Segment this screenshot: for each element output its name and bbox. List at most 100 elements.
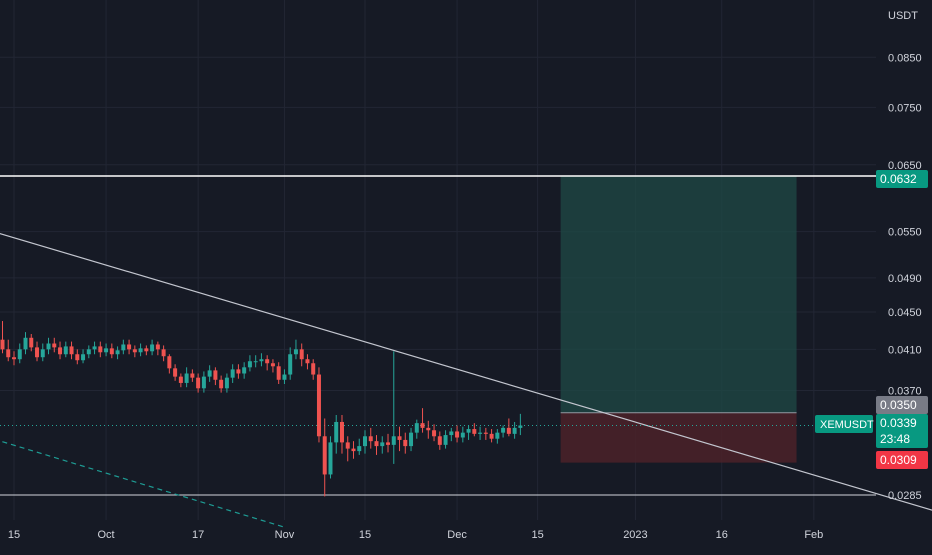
- time-tick-label: Nov: [275, 529, 295, 541]
- dashed-channel-line[interactable]: [0, 421, 285, 528]
- candle: [138, 343, 143, 357]
- profit-zone[interactable]: [560, 176, 797, 413]
- candle-body: [253, 361, 258, 363]
- candle-body: [92, 346, 97, 350]
- candle: [46, 337, 51, 355]
- candle-body: [276, 366, 281, 380]
- candle-body: [196, 377, 201, 389]
- candle-body: [161, 349, 166, 357]
- stop-badge: 0.0309: [876, 451, 928, 469]
- candle: [0, 321, 5, 354]
- candle: [345, 436, 350, 462]
- candle-body: [374, 441, 379, 447]
- candle-body: [449, 431, 454, 436]
- candle-body: [17, 349, 22, 360]
- candle: [86, 345, 91, 359]
- candle-body: [472, 429, 477, 434]
- loss-zone[interactable]: [560, 412, 797, 463]
- candle: [316, 367, 321, 443]
- candle-body: [386, 442, 391, 445]
- drawings[interactable]: [0, 175, 932, 528]
- candle: [397, 426, 402, 452]
- candle-body: [173, 368, 178, 377]
- candle-body: [52, 343, 57, 348]
- candle-body: [224, 377, 229, 389]
- candle-body: [501, 427, 506, 433]
- candle: [259, 353, 264, 367]
- last-price-badge: 0.0339 23:48: [876, 414, 928, 448]
- candle: [150, 339, 155, 356]
- candle-body: [339, 421, 344, 443]
- candle: [23, 332, 28, 355]
- candle-body: [489, 433, 494, 439]
- candle: [132, 345, 137, 358]
- candle-body: [363, 436, 367, 447]
- svg-text:23:48: 23:48: [880, 432, 910, 446]
- candle-body: [150, 344, 155, 352]
- candle: [109, 343, 114, 359]
- candle: [449, 427, 454, 442]
- candle-body: [391, 436, 396, 445]
- time-axis[interactable]: 15 Oct 17 Nov 15 Dec 15 2023 16 Feb: [8, 529, 823, 541]
- entry-badge: 0.0350: [876, 396, 928, 414]
- price-tick-label: 0.0370: [888, 385, 922, 397]
- svg-text:XEMUSDT: XEMUSDT: [820, 419, 874, 431]
- candle-body: [368, 436, 373, 442]
- candle: [334, 415, 339, 454]
- candle: [155, 341, 160, 356]
- price-tick-label: 0.0750: [888, 102, 922, 114]
- price-tick-label: 0.0450: [888, 307, 922, 319]
- candle: [29, 333, 34, 352]
- svg-text:0.0350: 0.0350: [880, 398, 917, 412]
- candle: [35, 341, 40, 362]
- candle: [265, 355, 270, 371]
- candle: [403, 432, 408, 454]
- candle-body: [207, 370, 212, 377]
- candle: [63, 341, 68, 358]
- candle: [12, 351, 16, 366]
- candle: [391, 351, 396, 464]
- candle: [299, 343, 304, 367]
- candle-body: [409, 432, 414, 447]
- descending-trendline[interactable]: [0, 214, 932, 521]
- candle-body: [316, 374, 321, 437]
- candle-body: [86, 349, 91, 355]
- candle: [455, 425, 460, 443]
- candle-body: [397, 436, 402, 440]
- candle-body: [426, 427, 431, 431]
- candle: [437, 431, 442, 450]
- candle-body: [184, 373, 189, 383]
- candle: [432, 424, 437, 442]
- candle: [207, 365, 212, 382]
- candle: [75, 349, 80, 365]
- candle: [230, 364, 235, 383]
- candle: [58, 341, 63, 360]
- candle: [282, 369, 287, 385]
- candle: [121, 339, 126, 355]
- candle: [161, 345, 166, 362]
- candle: [478, 426, 483, 440]
- price-axis[interactable]: USDT 0.0850 0.0750 0.0650 0.0550 0.0490 0.045…: [888, 10, 922, 502]
- target-badge: 0.0632: [876, 170, 928, 188]
- svg-text:0.0309: 0.0309: [880, 453, 917, 467]
- price-tick-label: 0.0650: [888, 160, 922, 172]
- candle: [247, 355, 252, 372]
- time-tick-label: 17: [192, 529, 204, 541]
- candle-body: [155, 344, 160, 350]
- candle: [270, 359, 275, 373]
- candle: [363, 430, 367, 454]
- candle-body: [259, 359, 264, 362]
- candle: [6, 339, 11, 362]
- candle-body: [328, 442, 333, 475]
- candle-body: [219, 379, 224, 389]
- position-zones[interactable]: [560, 176, 797, 463]
- candle-body: [334, 421, 339, 443]
- time-tick-label: 15: [531, 529, 543, 541]
- candle-body: [115, 350, 120, 355]
- candle-body: [242, 367, 247, 374]
- candle-body: [23, 337, 28, 350]
- candle-body: [311, 363, 316, 375]
- candle: [184, 367, 189, 388]
